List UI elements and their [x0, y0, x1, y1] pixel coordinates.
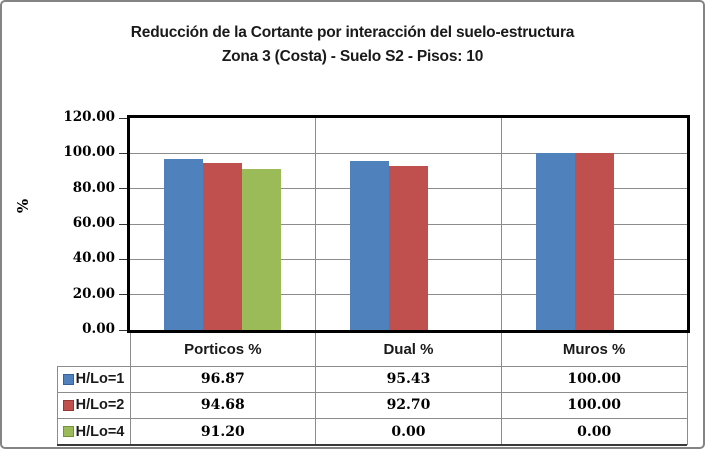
table-bottom-line [57, 444, 687, 446]
table-row-label: H/Lo=4 [57, 419, 130, 445]
chart-title-line1: Reducción de la Cortante por interacción… [130, 24, 575, 41]
legend-swatch [62, 399, 74, 411]
bar-h-lo-1-2 [535, 153, 575, 330]
y-tick-mark [119, 117, 127, 119]
bar-h-lo-4-0 [242, 168, 282, 330]
bar-h-lo-1-1 [350, 161, 389, 330]
y-tick-label: 60.00 [72, 215, 115, 231]
y-tick-label: 40.00 [72, 250, 115, 267]
y-tick-mark [119, 152, 127, 154]
y-tick-label: 100.00 [63, 144, 115, 161]
y-axis-title: % [14, 198, 33, 214]
table-vline [686, 333, 688, 445]
bar-h-lo-2-2 [574, 153, 614, 330]
y-tick-mark [119, 294, 127, 296]
category-label: Dual % [383, 341, 434, 358]
series-name: H/Lo=2 [75, 397, 125, 414]
category-label: Muros % [562, 341, 626, 358]
table-value-cell: 96.87 [200, 371, 245, 388]
table-vline [129, 333, 131, 445]
y-tick-label: 0.00 [82, 321, 115, 337]
table-value-cell: 0.00 [577, 423, 612, 440]
plot-area [127, 115, 690, 333]
y-tick-mark [119, 258, 127, 260]
table-value-cell: 95.43 [386, 371, 431, 388]
table-row-label: H/Lo=2 [57, 392, 130, 418]
table-value-cell: 100.00 [567, 397, 621, 414]
category-separator [500, 118, 502, 330]
table-value-cell: 0.00 [391, 423, 426, 440]
gridline [130, 152, 687, 154]
table-value-cell: 94.68 [200, 397, 245, 414]
table-hline [57, 418, 687, 420]
y-tick-mark [119, 329, 127, 331]
table-vline [315, 333, 317, 445]
table-value-cell: 92.70 [386, 397, 431, 414]
legend-swatch [62, 373, 74, 385]
bar-h-lo-2-1 [389, 166, 428, 330]
table-row-label: H/Lo=1 [57, 366, 130, 392]
y-tick-mark [119, 223, 127, 225]
series-name: H/Lo=1 [75, 371, 125, 388]
chart-title-line2: Zona 3 (Costa) - Suelo S2 - Pisos: 10 [221, 48, 484, 65]
y-tick-label: 120.00 [63, 109, 115, 125]
legend-swatch [62, 426, 74, 438]
y-tick-label: 80.00 [72, 179, 115, 196]
y-tick-label: 20.00 [72, 285, 115, 302]
table-value-cell: 100.00 [567, 371, 621, 388]
y-tick-mark [119, 188, 127, 190]
table-vline [500, 333, 502, 445]
table-vline [56, 366, 58, 445]
table-value-cell: 91.20 [200, 423, 245, 440]
category-separator [315, 118, 317, 330]
table-hline [57, 365, 687, 367]
bar-h-lo-2-0 [203, 162, 243, 330]
category-label: Porticos % [184, 341, 262, 358]
series-name: H/Lo=4 [75, 423, 125, 440]
bar-h-lo-1-0 [164, 158, 204, 330]
chart-title: Reducción de la Cortante por interacción… [2, 21, 703, 69]
table-hline [57, 391, 687, 393]
